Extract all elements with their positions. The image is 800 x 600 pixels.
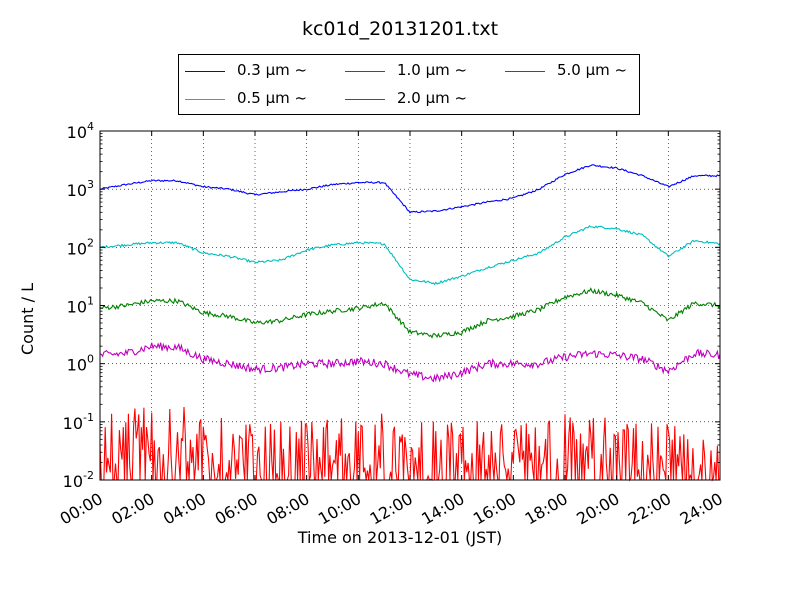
series-line-3 — [99, 342, 721, 383]
legend-label: 5.0 μm ~ — [557, 61, 628, 79]
x-tick-label: 06:00 — [212, 489, 261, 529]
y-tick-label: 102 — [67, 236, 94, 258]
x-tick-label: 10:00 — [315, 489, 364, 529]
legend-swatch — [345, 99, 385, 100]
legend-swatch — [185, 71, 225, 72]
x-tick-label: 22:00 — [625, 489, 674, 529]
x-tick-label: 02:00 — [108, 489, 157, 529]
legend-label: 0.5 μm ~ — [237, 89, 308, 107]
chart-title: kc01d_20131201.txt — [301, 18, 499, 40]
x-tick-label: 04:00 — [160, 489, 209, 529]
y-tick-label: 10-1 — [63, 411, 94, 433]
y-axis-label: Count / L — [18, 283, 37, 355]
legend-label: 2.0 μm ~ — [397, 89, 468, 107]
x-tick-label: 00:00 — [57, 489, 106, 529]
series-line-0 — [99, 164, 721, 214]
legend-swatch — [505, 71, 545, 72]
x-tick-label: 24:00 — [677, 489, 726, 529]
x-tick-label: 08:00 — [263, 489, 312, 529]
x-tick-label: 16:00 — [470, 489, 519, 529]
y-tick-label: 103 — [67, 178, 94, 200]
x-tick-label: 14:00 — [418, 489, 467, 529]
chart-legend: 0.3 μm ~ 1.0 μm ~ 5.0 μm ~ 0.5 μm ~ 2.0 … — [178, 54, 640, 115]
x-tick-label: 20:00 — [573, 489, 622, 529]
legend-label: 1.0 μm ~ — [397, 61, 468, 79]
x-tick-label: 18:00 — [522, 489, 571, 529]
x-tick-label: 12:00 — [367, 489, 416, 529]
legend-swatch — [185, 99, 225, 100]
legend-swatch — [345, 71, 385, 72]
y-tick-label: 104 — [67, 120, 94, 142]
series-line-1 — [99, 225, 721, 286]
legend-label: 0.3 μm ~ — [237, 61, 308, 79]
x-axis-label: Time on 2013-12-01 (JST) — [297, 528, 503, 547]
y-tick-label: 100 — [67, 353, 94, 375]
y-tick-label: 101 — [67, 295, 94, 317]
y-tick-label: 10-2 — [63, 469, 94, 491]
series-line-2 — [99, 287, 721, 339]
